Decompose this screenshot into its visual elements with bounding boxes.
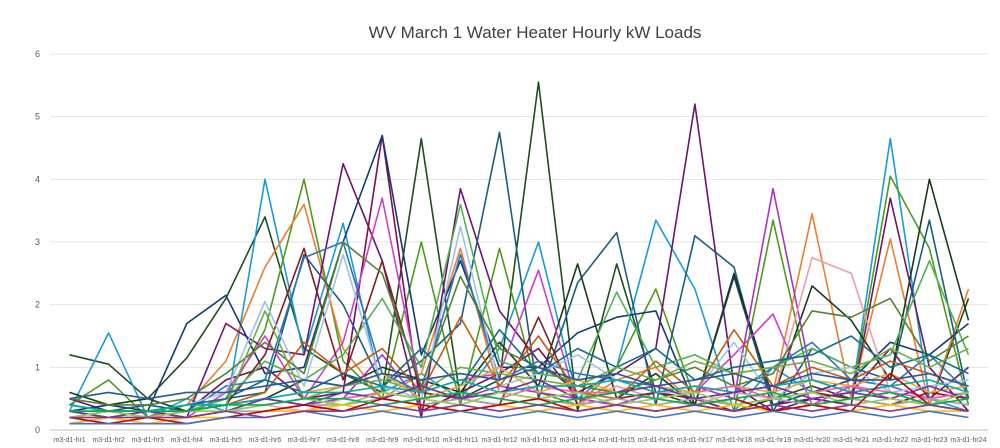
x-tick-label: m3-d1-hr1 (53, 437, 85, 444)
series-line-32 (69, 404, 969, 419)
y-tick-label: 1 (35, 362, 40, 372)
series-line-22 (69, 366, 969, 400)
series-line-17 (69, 241, 969, 406)
series-lines (68, 81, 970, 425)
series-line-30 (69, 391, 969, 413)
y-tick-label: 5 (35, 112, 40, 122)
series-line-19 (69, 328, 969, 413)
y-tick-label: 3 (35, 237, 40, 247)
x-tick-label: m3-d1-hr16 (638, 437, 674, 444)
series-line-5 (69, 103, 970, 425)
gridlines (50, 53, 988, 431)
x-tick-label: m3-d1-hr9 (366, 437, 398, 444)
x-tick-label: m3-d1-hr4 (171, 437, 203, 444)
x-tick-label: m3-d1-hr11 (443, 437, 479, 444)
y-tick-label: 2 (35, 300, 40, 310)
y-tick-label: 4 (35, 174, 40, 184)
x-tick-label: m3-d1-hr6 (249, 437, 281, 444)
x-tick-label: m3-d1-hr5 (210, 437, 242, 444)
x-tick-label: m3-d1-hr3 (132, 437, 164, 444)
x-tick-label: m3-d1-hr10 (403, 437, 439, 444)
x-tick-label: m3-d1-hr24 (950, 437, 986, 444)
series-line-27 (69, 391, 969, 419)
x-tick-label: m3-d1-hr17 (677, 437, 713, 444)
x-tick-label: m3-d1-hr22 (872, 437, 908, 444)
series-line-1 (69, 81, 970, 413)
y-tick-label: 6 (35, 49, 40, 59)
x-tick-label: m3-d1-hr15 (599, 437, 635, 444)
x-tick-label: m3-d1-hr18 (716, 437, 752, 444)
x-tick-label: m3-d1-hr13 (520, 437, 556, 444)
y-tick-label: 0 (35, 425, 40, 435)
series-line-31 (69, 410, 969, 425)
x-tick-label: m3-d1-hr14 (560, 437, 596, 444)
x-tick-label: m3-d1-hr19 (755, 437, 791, 444)
x-tick-label: m3-d1-hr23 (911, 437, 947, 444)
x-tick-label: m3-d1-hr12 (481, 437, 517, 444)
series-line-10 (69, 197, 969, 419)
x-axis: m3-d1-hr1 m3-d1-hr2 m3-d1-hr3 m3-d1-hr4 m3-d… (53, 437, 986, 444)
x-tick-label: m3-d1-hr8 (327, 437, 359, 444)
x-tick-label: m3-d1-hr2 (92, 437, 124, 444)
series-line-24 (69, 379, 969, 413)
x-tick-label: m3-d1-hr21 (833, 437, 869, 444)
x-tick-label: m3-d1-hr7 (288, 437, 320, 444)
x-tick-label: m3-d1-hr20 (794, 437, 830, 444)
series-line-15 (69, 241, 970, 419)
chart-title: WV March 1 Water Heater Hourly kW Loads (369, 23, 702, 42)
y-axis: 0 1 2 3 4 5 6 (35, 49, 40, 435)
